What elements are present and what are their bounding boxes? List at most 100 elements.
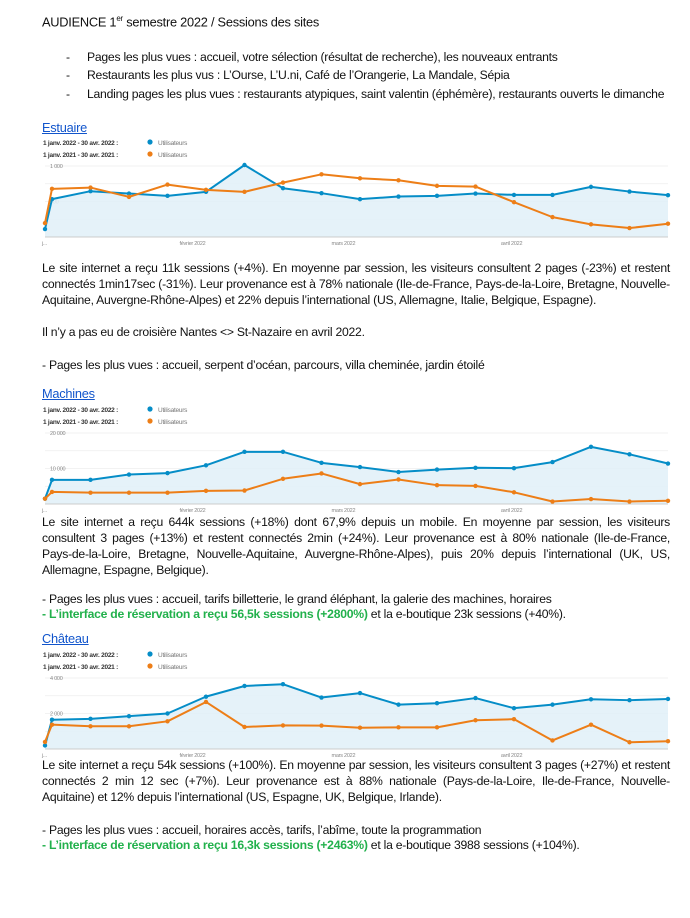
estuaire-paragraph: Le site internet a reçu 11k sessions (+4… <box>42 261 670 307</box>
data-point <box>319 723 324 728</box>
data-point <box>473 695 478 701</box>
reservation-highlight: L’interface de réservation a reçu 56,5k … <box>48 607 368 621</box>
data-point <box>588 722 594 727</box>
data-point <box>88 189 93 194</box>
series-line-2022 <box>44 164 669 230</box>
data-point <box>319 190 324 196</box>
legend-dot-icon <box>147 651 153 657</box>
data-point <box>203 694 209 699</box>
data-point <box>434 701 440 706</box>
data-point <box>88 724 93 729</box>
data-point <box>165 711 170 716</box>
y-tick-label: 20 000 <box>50 431 66 437</box>
data-point <box>473 184 478 189</box>
estuaire-note: Il n’y a pas eu de croisière Nantes <> S… <box>42 325 365 339</box>
data-point <box>357 464 363 470</box>
data-point <box>203 463 209 468</box>
data-point <box>242 724 247 730</box>
data-point <box>434 183 440 189</box>
bullet-dash: - <box>66 87 70 101</box>
data-point <box>550 192 555 198</box>
data-point <box>165 470 170 476</box>
legend-dot-icon <box>147 151 153 157</box>
y-tick-label: 10 000 <box>50 467 66 473</box>
data-point <box>396 725 401 730</box>
data-point <box>434 725 440 730</box>
legend-period: 1 janv. 2022 - 30 avr. 2022 : <box>43 652 118 659</box>
legend-period: 1 janv. 2021 - 30 avr. 2021 : <box>43 152 118 159</box>
estuaire-pages: - Pages les plus vues : accueil, serpent… <box>42 358 485 372</box>
data-point <box>42 739 48 745</box>
data-point <box>473 483 478 489</box>
data-point <box>473 718 478 723</box>
area-fill <box>45 446 668 504</box>
x-tick-label: j... <box>41 753 48 759</box>
data-point <box>473 465 478 470</box>
data-point <box>319 172 324 177</box>
series-line-2022 <box>44 683 669 746</box>
data-point <box>49 489 55 495</box>
data-point <box>42 220 48 226</box>
data-point <box>357 481 363 487</box>
data-point <box>165 193 170 199</box>
data-point <box>627 189 632 194</box>
data-point <box>627 740 632 745</box>
bullet-text: Landing pages les plus vues : restaurant… <box>87 87 665 101</box>
bullet-dash: - <box>66 50 70 64</box>
data-point <box>588 496 594 502</box>
data-point <box>665 738 671 744</box>
legend-period: 1 janv. 2022 - 30 avr. 2022 : <box>43 140 118 147</box>
data-point <box>550 738 555 743</box>
chart-estuaire: 1 janv. 2022 - 30 avr. 2022 : Utilisateur… <box>41 139 671 247</box>
data-point <box>242 449 247 455</box>
data-point <box>88 490 93 495</box>
green-prefix: - <box>42 838 49 852</box>
reservation-highlight: L’interface de réservation a reçu 16,3k … <box>48 838 368 852</box>
data-point <box>280 476 286 481</box>
machines-reservation: - L’interface de réservation a reçu 56,5… <box>42 607 566 621</box>
green-prefix: - <box>42 607 49 621</box>
data-point <box>396 702 401 707</box>
title-text-rest: semestre 2022 / Sessions des sites <box>122 14 320 30</box>
data-point <box>319 471 324 476</box>
data-point <box>396 477 401 482</box>
data-point <box>319 695 324 700</box>
legend-dot-icon <box>147 406 153 412</box>
data-point <box>165 719 170 724</box>
data-point <box>203 488 209 494</box>
bullet-dash: - <box>66 68 70 82</box>
area-fill <box>45 165 668 237</box>
legend-label: Utilisateurs <box>158 140 188 147</box>
data-point <box>280 723 286 728</box>
section-link-estuaire[interactable]: Estuaire <box>42 120 87 135</box>
data-point <box>550 499 555 504</box>
data-point <box>627 499 632 504</box>
x-tick-label: j... <box>41 508 48 514</box>
data-point <box>588 697 594 702</box>
data-point <box>511 465 517 471</box>
data-point <box>511 490 517 495</box>
data-point <box>88 477 93 483</box>
data-point <box>511 199 517 205</box>
legend-label: Utilisateurs <box>158 152 188 159</box>
data-point <box>49 186 55 192</box>
data-point <box>165 182 170 187</box>
data-point <box>357 176 363 181</box>
legend-period: 1 janv. 2021 - 30 avr. 2021 : <box>43 664 118 671</box>
section-link-chateau[interactable]: Château <box>42 631 89 646</box>
chateau-pages: - Pages les plus vues : accueil, horaire… <box>42 823 482 837</box>
area-fill <box>45 684 668 749</box>
document-title: AUDIENCE 1er semestre 2022 / Sessions de… <box>42 14 319 29</box>
data-point <box>88 716 93 722</box>
x-tick-label: avril 2022 <box>501 241 523 247</box>
section-link-machines[interactable]: Machines <box>42 386 95 401</box>
machines-paragraph: Le site internet a reçu 644k sessions (+… <box>42 515 670 577</box>
data-point <box>434 193 440 199</box>
data-point <box>396 178 401 183</box>
y-tick-label: 4 000 <box>50 676 63 682</box>
data-point <box>42 743 48 748</box>
title-text: AUDIENCE 1 <box>42 14 117 30</box>
data-point <box>396 469 401 475</box>
bullet-text: Pages les plus vues : accueil, votre sél… <box>87 50 558 64</box>
